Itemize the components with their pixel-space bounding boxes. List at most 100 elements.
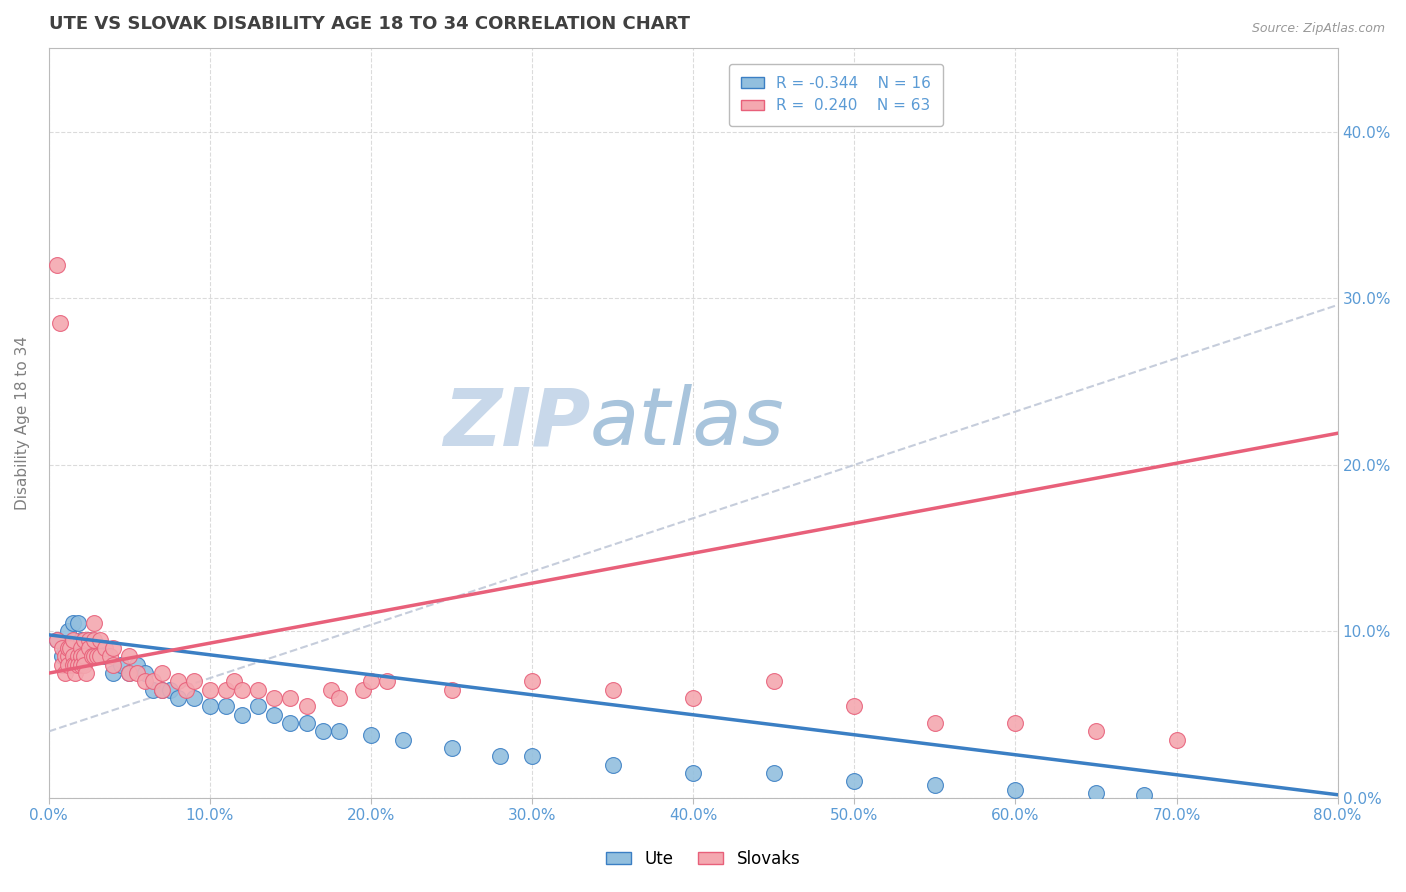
Point xyxy=(1084,786,1107,800)
Legend: R = -0.344    N = 16, R =  0.240    N = 63: R = -0.344 N = 16, R = 0.240 N = 63 xyxy=(728,63,943,126)
Point xyxy=(263,691,285,706)
Point xyxy=(51,657,73,672)
Point xyxy=(489,749,512,764)
Point xyxy=(75,666,97,681)
Point xyxy=(66,649,89,664)
Point xyxy=(70,641,93,656)
Point xyxy=(319,682,342,697)
Point xyxy=(150,682,173,697)
Point xyxy=(77,632,100,647)
Point xyxy=(56,624,79,639)
Point xyxy=(77,641,100,656)
Point xyxy=(77,632,100,647)
Point xyxy=(51,641,73,656)
Point xyxy=(280,691,302,706)
Point xyxy=(45,258,67,272)
Point xyxy=(134,674,156,689)
Point xyxy=(134,666,156,681)
Point xyxy=(295,699,318,714)
Point xyxy=(110,657,132,672)
Point xyxy=(51,649,73,664)
Point xyxy=(89,632,111,647)
Point xyxy=(62,649,84,664)
Point xyxy=(440,741,463,756)
Point xyxy=(73,649,96,664)
Point xyxy=(1004,782,1026,797)
Point xyxy=(392,732,415,747)
Point xyxy=(328,691,350,706)
Point xyxy=(198,699,221,714)
Point xyxy=(762,766,785,780)
Point xyxy=(94,649,117,664)
Point xyxy=(150,682,173,697)
Point xyxy=(150,666,173,681)
Point xyxy=(198,682,221,697)
Point xyxy=(142,674,165,689)
Point xyxy=(762,674,785,689)
Point xyxy=(70,657,93,672)
Point xyxy=(295,716,318,731)
Point xyxy=(62,657,84,672)
Point xyxy=(73,632,96,647)
Point xyxy=(63,666,86,681)
Point xyxy=(375,674,398,689)
Point xyxy=(70,649,93,664)
Point xyxy=(520,674,543,689)
Point xyxy=(89,649,111,664)
Point xyxy=(53,649,76,664)
Point xyxy=(360,674,382,689)
Point xyxy=(352,682,374,697)
Text: ZIP: ZIP xyxy=(443,384,591,462)
Point xyxy=(360,728,382,742)
Point xyxy=(45,632,67,647)
Point xyxy=(231,682,253,697)
Point xyxy=(174,682,197,697)
Point xyxy=(1166,732,1188,747)
Point xyxy=(263,707,285,722)
Point xyxy=(682,766,704,780)
Point xyxy=(56,657,79,672)
Point xyxy=(66,616,89,631)
Point xyxy=(62,616,84,631)
Point xyxy=(844,774,866,789)
Point xyxy=(56,649,79,664)
Point xyxy=(82,649,104,664)
Point xyxy=(215,682,238,697)
Point xyxy=(49,316,72,330)
Point xyxy=(127,657,149,672)
Point xyxy=(247,682,270,697)
Point xyxy=(924,778,946,792)
Point xyxy=(247,699,270,714)
Point xyxy=(83,641,105,656)
Point xyxy=(118,666,141,681)
Point xyxy=(328,724,350,739)
Point xyxy=(215,699,238,714)
Point xyxy=(63,657,86,672)
Point xyxy=(183,691,205,706)
Point xyxy=(166,674,188,689)
Point xyxy=(70,632,93,647)
Point xyxy=(83,616,105,631)
Point xyxy=(53,641,76,656)
Point xyxy=(94,641,117,656)
Point xyxy=(1084,724,1107,739)
Point xyxy=(73,657,96,672)
Point xyxy=(83,632,105,647)
Point xyxy=(73,649,96,664)
Point xyxy=(83,649,105,664)
Point xyxy=(53,666,76,681)
Point xyxy=(1004,716,1026,731)
Point xyxy=(56,641,79,656)
Point xyxy=(127,666,149,681)
Point xyxy=(682,691,704,706)
Point xyxy=(118,649,141,664)
Point xyxy=(520,749,543,764)
Text: UTE VS SLOVAK DISABILITY AGE 18 TO 34 CORRELATION CHART: UTE VS SLOVAK DISABILITY AGE 18 TO 34 CO… xyxy=(49,15,690,33)
Text: atlas: atlas xyxy=(591,384,785,462)
Point xyxy=(45,632,67,647)
Point xyxy=(231,707,253,722)
Point xyxy=(103,641,125,656)
Legend: Ute, Slovaks: Ute, Slovaks xyxy=(599,844,807,875)
Point xyxy=(62,632,84,647)
Point xyxy=(103,657,125,672)
